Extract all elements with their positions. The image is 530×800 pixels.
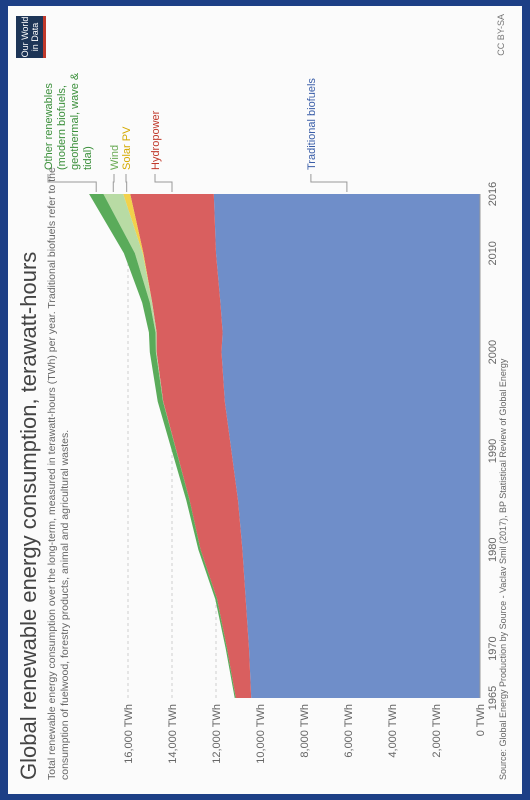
y-tick-label: 4,000 TWh [387,704,399,758]
area-chart: 0 TWh 2,000 TWh 4,000 TWh 6,000 TWh 8,000 TW… [43,72,499,764]
y-tick-label: 12,000 TWh [211,704,223,764]
chart-page: Global renewable energy consumption, ter… [8,6,522,794]
legend-label-0: tidal) [82,146,94,170]
y-tick-label: 14,000 TWh [167,704,179,764]
legend-label-1: Wind [109,145,121,170]
legend-label-4: Traditional biofuels [306,78,318,170]
license-label[interactable]: CC BY-SA [496,14,506,56]
area-series-0 [213,194,480,698]
y-tick-label: 8,000 TWh [299,704,311,758]
x-tick-label: 1990 [487,439,499,463]
x-tick-label: 1965 [487,686,499,710]
legend-leader-line [47,174,97,192]
x-tick-label: 2000 [487,340,499,364]
x-tick-label: 1970 [487,636,499,660]
legend-label-0: (modern biofuels, [56,85,68,170]
legend-label-3: Hydropower [150,110,162,170]
legend-label-0: geothermal, wave & [69,72,81,170]
legend-leader-line [125,174,128,192]
area-series-1 [130,194,252,698]
x-tick-label: 1980 [487,538,499,562]
source-note[interactable]: Source: Global Energy Production by Sour… [498,358,508,780]
legend-label-2: Solar PV [121,126,133,170]
legend-leader-line [112,174,115,192]
x-tick-label: 2010 [487,241,499,265]
legend-label-0: Other renewables [43,83,55,170]
y-tick-label: 6,000 TWh [343,704,355,758]
legend-leader-line [154,174,173,192]
x-tick-label: 2016 [487,182,499,206]
y-tick-label: 2,000 TWh [431,704,443,758]
y-tick-label: 16,000 TWh [123,704,135,764]
y-tick-label: 10,000 TWh [255,704,267,764]
rotated-chart-frame: Global renewable energy consumption, ter… [8,6,522,794]
legend-leader-line [310,174,348,192]
y-tick-label: 0 TWh [475,704,487,736]
